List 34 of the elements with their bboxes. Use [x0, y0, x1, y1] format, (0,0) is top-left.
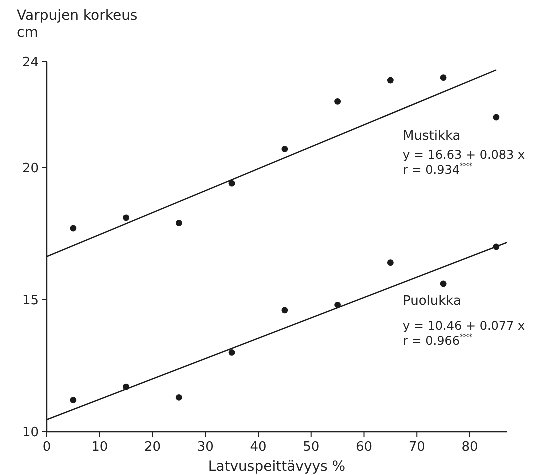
x-tick-label: 10: [92, 440, 108, 455]
point: [228, 180, 236, 187]
y-tick-label: 15: [22, 293, 39, 308]
y-tick-label: 10: [22, 426, 39, 441]
x-axis-title: Latvuspeittävyys %: [208, 459, 346, 475]
point: [176, 220, 182, 226]
point: [334, 98, 342, 105]
y-tick-label: 20: [22, 161, 39, 176]
x-tick-label: 20: [144, 440, 162, 455]
point: [176, 394, 182, 401]
x-tick-label: 70: [408, 440, 426, 455]
annotation: y = 16.63 + 0.083 x r = 0.934$^{***}$: [403, 148, 526, 177]
y-axis-title: Varpujen korkeus cm: [17, 8, 138, 41]
point: [228, 350, 236, 356]
x-tick-label: 50: [303, 440, 320, 455]
x-tick-label: 60: [356, 440, 373, 455]
series-label: Puolukka: [403, 294, 462, 309]
point: [123, 214, 130, 222]
point: [387, 260, 394, 266]
point: [387, 77, 394, 84]
point: [440, 280, 447, 288]
point: [282, 146, 288, 152]
x-tick-label: 40: [250, 440, 267, 455]
point: [70, 397, 77, 404]
x-tick-label: 30: [197, 440, 214, 455]
y-tick-label: 24: [22, 56, 39, 71]
x-tick-label: 80: [462, 440, 478, 455]
x-tick-label: 0: [42, 440, 52, 455]
annotation: y = 10.46 + 0.077 x r = 0.966$^{***}$: [403, 319, 526, 348]
point: [493, 114, 500, 121]
point: [282, 307, 288, 314]
point: [440, 74, 447, 82]
point: [70, 225, 77, 232]
text: Mustikka: [403, 129, 461, 144]
